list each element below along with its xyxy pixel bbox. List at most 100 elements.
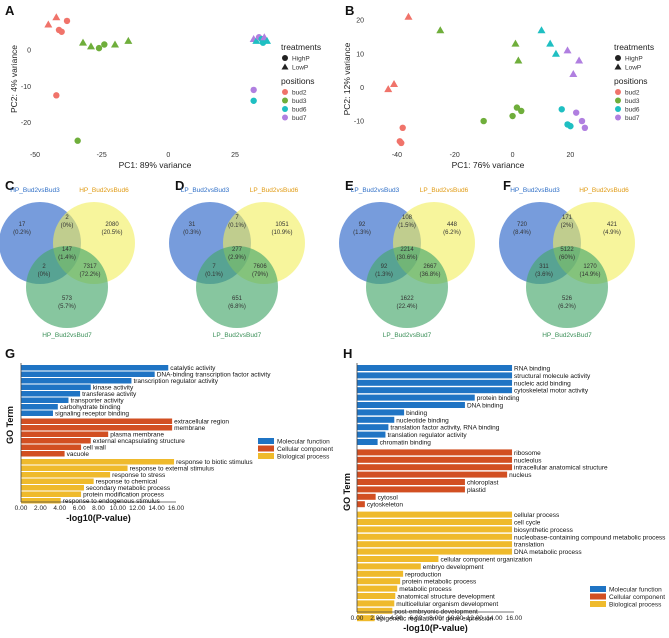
pca-plot-b: -40 -20 0 20 -10 0 10 20 PC1: 76% variance PC2: 1…: [342, 12, 589, 170]
legend-symbol-bud6: [282, 106, 288, 112]
legend-positions-title: positions: [281, 76, 315, 86]
venn-percent-lr: (1.5%): [398, 223, 416, 229]
y-axis-label: GO Term: [342, 473, 352, 511]
panel-label-b: B: [345, 3, 354, 18]
bar-label: nucleotide binding: [396, 417, 449, 424]
panel-label-h: H: [343, 346, 352, 361]
bar-label: structural molecule activity: [514, 373, 591, 380]
venn-count-l: 92: [359, 222, 366, 228]
bar-bp: [357, 570, 404, 577]
bar-cc: [357, 493, 376, 500]
venn-percent-lr: (0%): [61, 223, 74, 229]
bar-bp: [21, 478, 94, 484]
data-point-bud3: [518, 107, 525, 115]
bar-bp: [21, 485, 84, 491]
data-point-bud3: [436, 26, 445, 34]
venn-percent-lb: (3.6%): [535, 272, 553, 278]
venn-count-b: 651: [232, 296, 243, 302]
data-point-bud3: [511, 39, 520, 47]
bar-mf: [357, 409, 405, 416]
bar-mf: [357, 424, 389, 431]
bar-mf: [357, 416, 395, 423]
panel-label-g: G: [5, 346, 15, 361]
venn-percent-rb: (14.9%): [579, 272, 600, 278]
venn-diagram-c: HP_Bud2vsBud3 HP_Bud2vsBud6 HP_Bud2vsBud7 1…: [0, 187, 135, 339]
data-point-bud2: [384, 85, 393, 93]
bar-label: response to stress: [112, 472, 166, 479]
bar-bp: [357, 585, 398, 592]
bar-label: epigenetic regulation of gene expression: [377, 616, 494, 623]
bar-cc: [21, 431, 109, 437]
bar-label: DNA binding: [467, 403, 504, 410]
bar-label: protein binding: [477, 395, 520, 402]
bar-mf: [21, 378, 132, 384]
x-tick-label: 6.00: [410, 615, 423, 622]
bar-cc: [21, 425, 173, 431]
bar-mf: [357, 394, 475, 401]
venn-percent-lb: (1.3%): [375, 272, 393, 278]
venn-percent-r: (10.9%): [271, 230, 292, 236]
bar-label: ribosome: [514, 450, 541, 457]
data-point-bud2: [53, 92, 60, 99]
venn-title-left: HP_Bud2vsBud3: [510, 187, 560, 194]
venn-count-b: 526: [562, 296, 573, 302]
bar-mf: [21, 371, 155, 377]
x-tick-label: 10.00: [447, 615, 464, 622]
x-tick-label: 12.00: [467, 615, 484, 622]
venn-count-lr: 108: [402, 215, 413, 221]
bar-mf: [21, 384, 91, 390]
legend-item-bp: Biological process: [277, 454, 330, 461]
venn-count-r: 421: [607, 222, 618, 228]
legend-item-bud7: bud7: [625, 115, 640, 122]
venn-title-right: LP_Bud2vsBud6: [250, 187, 299, 194]
bar-label: cell wall: [83, 445, 106, 452]
bar-mf: [21, 397, 69, 403]
data-point-bud3: [95, 44, 103, 52]
venn-percent-r: (4.9%): [603, 230, 621, 236]
bar-mf: [357, 439, 378, 445]
venn-percent-b: (5.7%): [58, 304, 76, 310]
bar-cc: [21, 451, 65, 457]
bar-cc: [357, 501, 365, 508]
y-axis-label: PC2: 12% variance: [342, 42, 352, 115]
x-tick-label: 0.00: [15, 505, 28, 512]
venn-percent-l: (0.2%): [13, 230, 31, 236]
x-axis-label: -log10(P-value): [403, 623, 468, 633]
bar-label: RNA binding: [514, 366, 551, 373]
legend-treatments-title: treatments: [281, 42, 321, 52]
panel-label-e: E: [345, 178, 354, 193]
x-tick-label: 14.00: [486, 615, 503, 622]
panel-label-f: F: [503, 178, 511, 193]
legend-item-bud3: bud3: [625, 98, 640, 105]
data-point-bud6: [551, 49, 560, 57]
venn-percent-lr: (0.1%): [228, 223, 246, 229]
data-point-bud2: [52, 13, 61, 21]
bar-label: multicellular organism development: [396, 601, 498, 608]
data-point-bud3: [79, 38, 87, 46]
legend-symbol-bud7: [282, 114, 288, 121]
y-tick-label: 0: [360, 85, 364, 92]
x-tick-label: 4.00: [53, 505, 66, 512]
data-point-bud7: [563, 46, 572, 54]
venn-count-r: 2080: [105, 222, 119, 228]
data-point-bud3: [514, 56, 523, 64]
data-point-bud2: [399, 124, 406, 132]
venn-percent-r: (20.5%): [101, 230, 122, 236]
bar-label: nucleolus: [514, 457, 542, 464]
legend-item-lowp: LowP: [292, 65, 308, 72]
bar-bp: [357, 615, 375, 622]
venn-title-left: HP_Bud2vsBud3: [10, 187, 60, 194]
venn-count-lb: 2: [42, 264, 46, 270]
venn-count-r: 1051: [275, 222, 289, 228]
data-point-bud6: [537, 26, 546, 34]
bar-label: protein metabolic process: [402, 579, 477, 586]
venn-title-bottom: HP_Bud2vsBud7: [542, 332, 592, 339]
data-point-bud2: [44, 20, 53, 28]
venn-count-c: 2214: [400, 247, 414, 253]
venn-percent-c: (1.4%): [58, 255, 76, 261]
bar-label: nucleic acid binding: [514, 380, 571, 387]
legend-symbol-highp: [282, 55, 288, 61]
bar-label: external encapsulating structure: [93, 438, 186, 445]
